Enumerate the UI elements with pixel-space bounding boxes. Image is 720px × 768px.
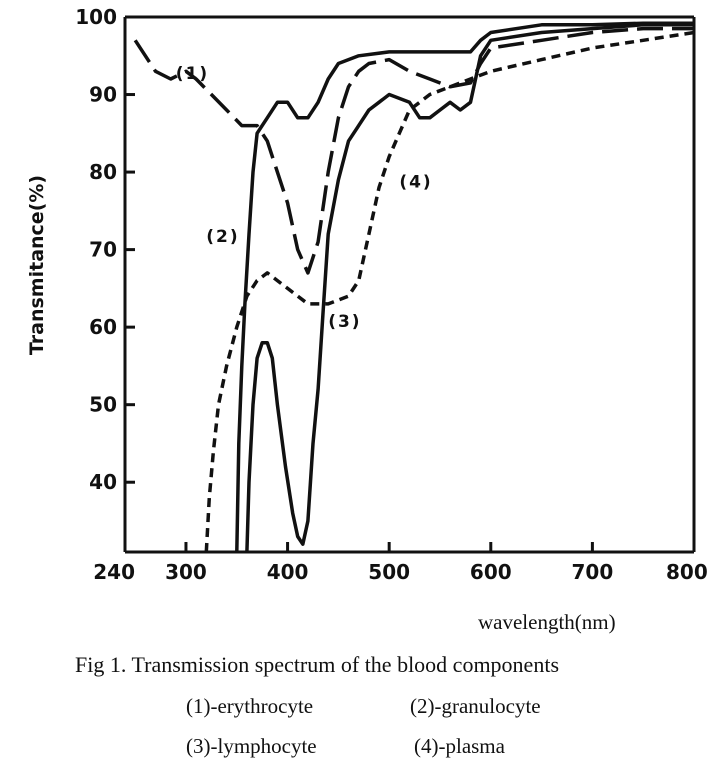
- y-tick-label: 50: [89, 393, 117, 417]
- legend-entry-lymphocyte: (3)-lymphocyte: [186, 734, 317, 758]
- series-line-2: [235, 21, 694, 552]
- series-layer: [133, 21, 694, 552]
- x-tick-label: 700: [572, 560, 614, 584]
- y-tick-label: 40: [89, 470, 117, 494]
- series-label-2: (2): [206, 227, 239, 247]
- series-label-3: (3): [328, 312, 361, 332]
- series-label-4: (4): [399, 173, 432, 193]
- curve-labels-layer: (1) (2) (3) (4): [176, 64, 432, 332]
- y-tick-label: 90: [89, 83, 117, 107]
- x-axis-label: wavelength(nm): [478, 610, 616, 634]
- y-tick-label: 100: [75, 5, 117, 29]
- axes-layer: [123, 15, 696, 554]
- x-tick-label: 240: [93, 560, 135, 584]
- y-tick-label: 60: [89, 315, 117, 339]
- legend-entry-erythrocyte: (1)-erythrocyte: [186, 694, 314, 718]
- figure-caption: Fig 1. Transmission spectrum of the bloo…: [75, 652, 559, 677]
- x-tick-label: 600: [470, 560, 512, 584]
- series-line-4: [204, 30, 694, 552]
- y-axis-label: Transmitance(%): [26, 175, 48, 355]
- x-tick-label: 400: [267, 560, 309, 584]
- y-tick-label: 80: [89, 160, 117, 184]
- y-tick-label: 70: [89, 238, 117, 262]
- ticks-layer: 40 50 60 70 80 90 100 240 300 400 500 600 700 800: [75, 5, 708, 584]
- legend-entry-granulocyte: (2)-granulocyte: [410, 694, 541, 718]
- x-tick-label: 300: [165, 560, 207, 584]
- x-tick-label: 500: [368, 560, 410, 584]
- transmission-chart: 40 50 60 70 80 90 100 240 300 400 500 600 700 800 (1)…: [26, 5, 708, 584]
- series-label-1: (1): [176, 64, 209, 84]
- x-tick-label: 800: [666, 560, 708, 584]
- series-line-3: [245, 23, 694, 552]
- legend-entry-plasma: (4)-plasma: [414, 734, 505, 758]
